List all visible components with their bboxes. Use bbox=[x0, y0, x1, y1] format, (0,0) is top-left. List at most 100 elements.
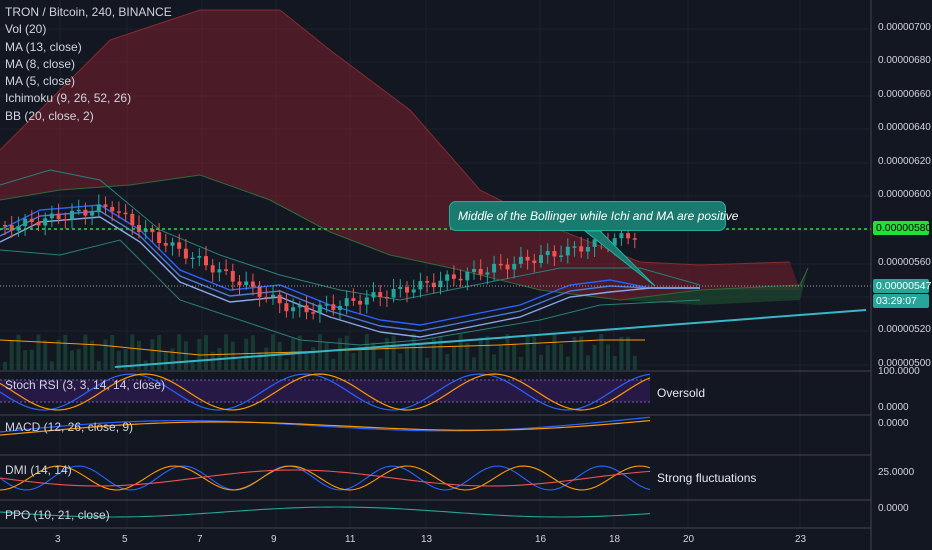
ichimoku-cloud bbox=[0, 10, 808, 305]
candle-body bbox=[197, 256, 202, 258]
senkou-b bbox=[0, 174, 809, 301]
volume-bar bbox=[36, 334, 41, 370]
symbol-title[interactable]: TRON / Bitcoin, 240, BINANCE bbox=[5, 5, 172, 19]
volume-bar bbox=[116, 350, 121, 370]
volume-bar bbox=[311, 347, 316, 370]
volume-bar bbox=[539, 354, 543, 370]
candle-body bbox=[271, 294, 275, 297]
candle-body bbox=[210, 265, 215, 273]
candle-body bbox=[579, 246, 584, 252]
volume-bar bbox=[264, 347, 269, 370]
volume-bar bbox=[552, 334, 557, 370]
callout-pointer bbox=[583, 230, 656, 287]
volume-bar bbox=[49, 361, 54, 370]
study-ma5[interactable]: MA (5, close) bbox=[5, 74, 76, 89]
study-ma8[interactable]: MA (8, close) bbox=[5, 56, 76, 71]
volume-bar bbox=[244, 338, 249, 370]
time-tick: 16 bbox=[535, 534, 547, 545]
volume-bar bbox=[525, 337, 530, 370]
candle-body bbox=[96, 204, 101, 213]
macd-axis-zero: 0.0000 bbox=[878, 418, 909, 429]
volume-bar bbox=[137, 340, 141, 370]
volume-bar bbox=[445, 353, 450, 370]
oversold-note[interactable]: Oversold bbox=[657, 386, 706, 400]
volume-bar bbox=[378, 358, 383, 370]
volume-bar bbox=[224, 334, 229, 370]
volume-bar bbox=[103, 339, 108, 370]
candle-body bbox=[478, 268, 483, 275]
volume-bar bbox=[76, 349, 81, 370]
time-tick: 3 bbox=[55, 534, 61, 545]
candle-body bbox=[110, 206, 115, 212]
study-ichimoku[interactable]: Ichimoku (9, 26, 52, 26) bbox=[5, 91, 132, 106]
candle-body bbox=[405, 287, 409, 293]
candle-body bbox=[76, 209, 81, 212]
candle-body bbox=[612, 238, 617, 246]
candle-body bbox=[445, 274, 450, 281]
candle-body bbox=[338, 306, 342, 310]
volume-bar bbox=[90, 340, 95, 370]
volume-bar bbox=[9, 340, 14, 370]
time-tick: 11 bbox=[345, 534, 356, 545]
study-bb[interactable]: BB (20, close, 2) bbox=[5, 108, 94, 123]
volume-bar bbox=[23, 350, 28, 370]
candle-body bbox=[63, 218, 68, 221]
dmi-axis-tick: 25.0000 bbox=[878, 467, 915, 478]
price-tick: 0.00000500 bbox=[878, 358, 931, 369]
candle-body bbox=[619, 233, 624, 239]
candle-body bbox=[36, 221, 41, 226]
ppo-label[interactable]: PPO (10, 21, close) bbox=[5, 508, 110, 522]
study-vol[interactable]: Vol (20) bbox=[5, 22, 47, 37]
drawing-overlays[interactable] bbox=[0, 228, 871, 368]
price-tick: 0.00000620 bbox=[878, 156, 931, 167]
fluctuations-note[interactable]: Strong fluctuations bbox=[657, 471, 757, 485]
study-ma13[interactable]: MA (13, close) bbox=[5, 39, 82, 54]
candle-body bbox=[632, 238, 637, 240]
candle-body bbox=[230, 270, 235, 282]
volume-bar bbox=[505, 334, 510, 370]
bb-upper bbox=[0, 169, 701, 301]
volume-bar bbox=[110, 334, 115, 370]
volume-bar bbox=[465, 343, 470, 370]
volume-bar bbox=[626, 336, 631, 370]
candle-body bbox=[351, 298, 356, 301]
candle-body bbox=[391, 288, 396, 298]
candle-body bbox=[525, 256, 530, 261]
candle-body bbox=[56, 213, 61, 219]
candle-body bbox=[565, 246, 570, 256]
time-tick: 23 bbox=[795, 534, 807, 545]
volume-bar bbox=[458, 334, 463, 370]
stoch-rsi-label[interactable]: Stoch RSI (3, 3, 14, 14, close) bbox=[5, 378, 166, 392]
candle-body bbox=[291, 307, 296, 312]
candle-body bbox=[358, 300, 363, 305]
stoch-band bbox=[0, 380, 650, 402]
volume-bar bbox=[492, 354, 497, 370]
candle-body bbox=[512, 263, 517, 270]
volume-bar bbox=[230, 341, 235, 370]
volume-bar bbox=[170, 348, 175, 370]
callout-annotation[interactable]: Middle of the Bollinger while Ichi and M… bbox=[449, 201, 738, 231]
price-tick: 0.00000640 bbox=[878, 122, 931, 133]
volume-bar bbox=[472, 357, 476, 370]
candle-body bbox=[204, 256, 208, 266]
price-tick: 0.00000680 bbox=[878, 55, 931, 66]
volume-bar bbox=[183, 341, 188, 370]
candle-body bbox=[297, 305, 302, 308]
dmi-label[interactable]: DMI (14, 14) bbox=[5, 463, 72, 477]
dmi-adx bbox=[0, 469, 651, 487]
candle-body bbox=[123, 212, 128, 215]
volume-bar bbox=[384, 337, 389, 370]
ppo-line bbox=[0, 506, 651, 518]
candle-body bbox=[626, 233, 631, 239]
macd-label[interactable]: MACD (12, 26, close, 9) bbox=[5, 420, 134, 434]
candle-body bbox=[143, 229, 148, 232]
candle-body bbox=[103, 204, 108, 207]
candle-body bbox=[472, 268, 476, 272]
volume-bar bbox=[157, 335, 162, 370]
candle-body bbox=[183, 248, 188, 259]
candle-body bbox=[411, 289, 416, 293]
macd-line bbox=[0, 416, 651, 433]
ppo-axis-zero: 0.0000 bbox=[878, 503, 909, 514]
candle-body bbox=[451, 274, 456, 279]
